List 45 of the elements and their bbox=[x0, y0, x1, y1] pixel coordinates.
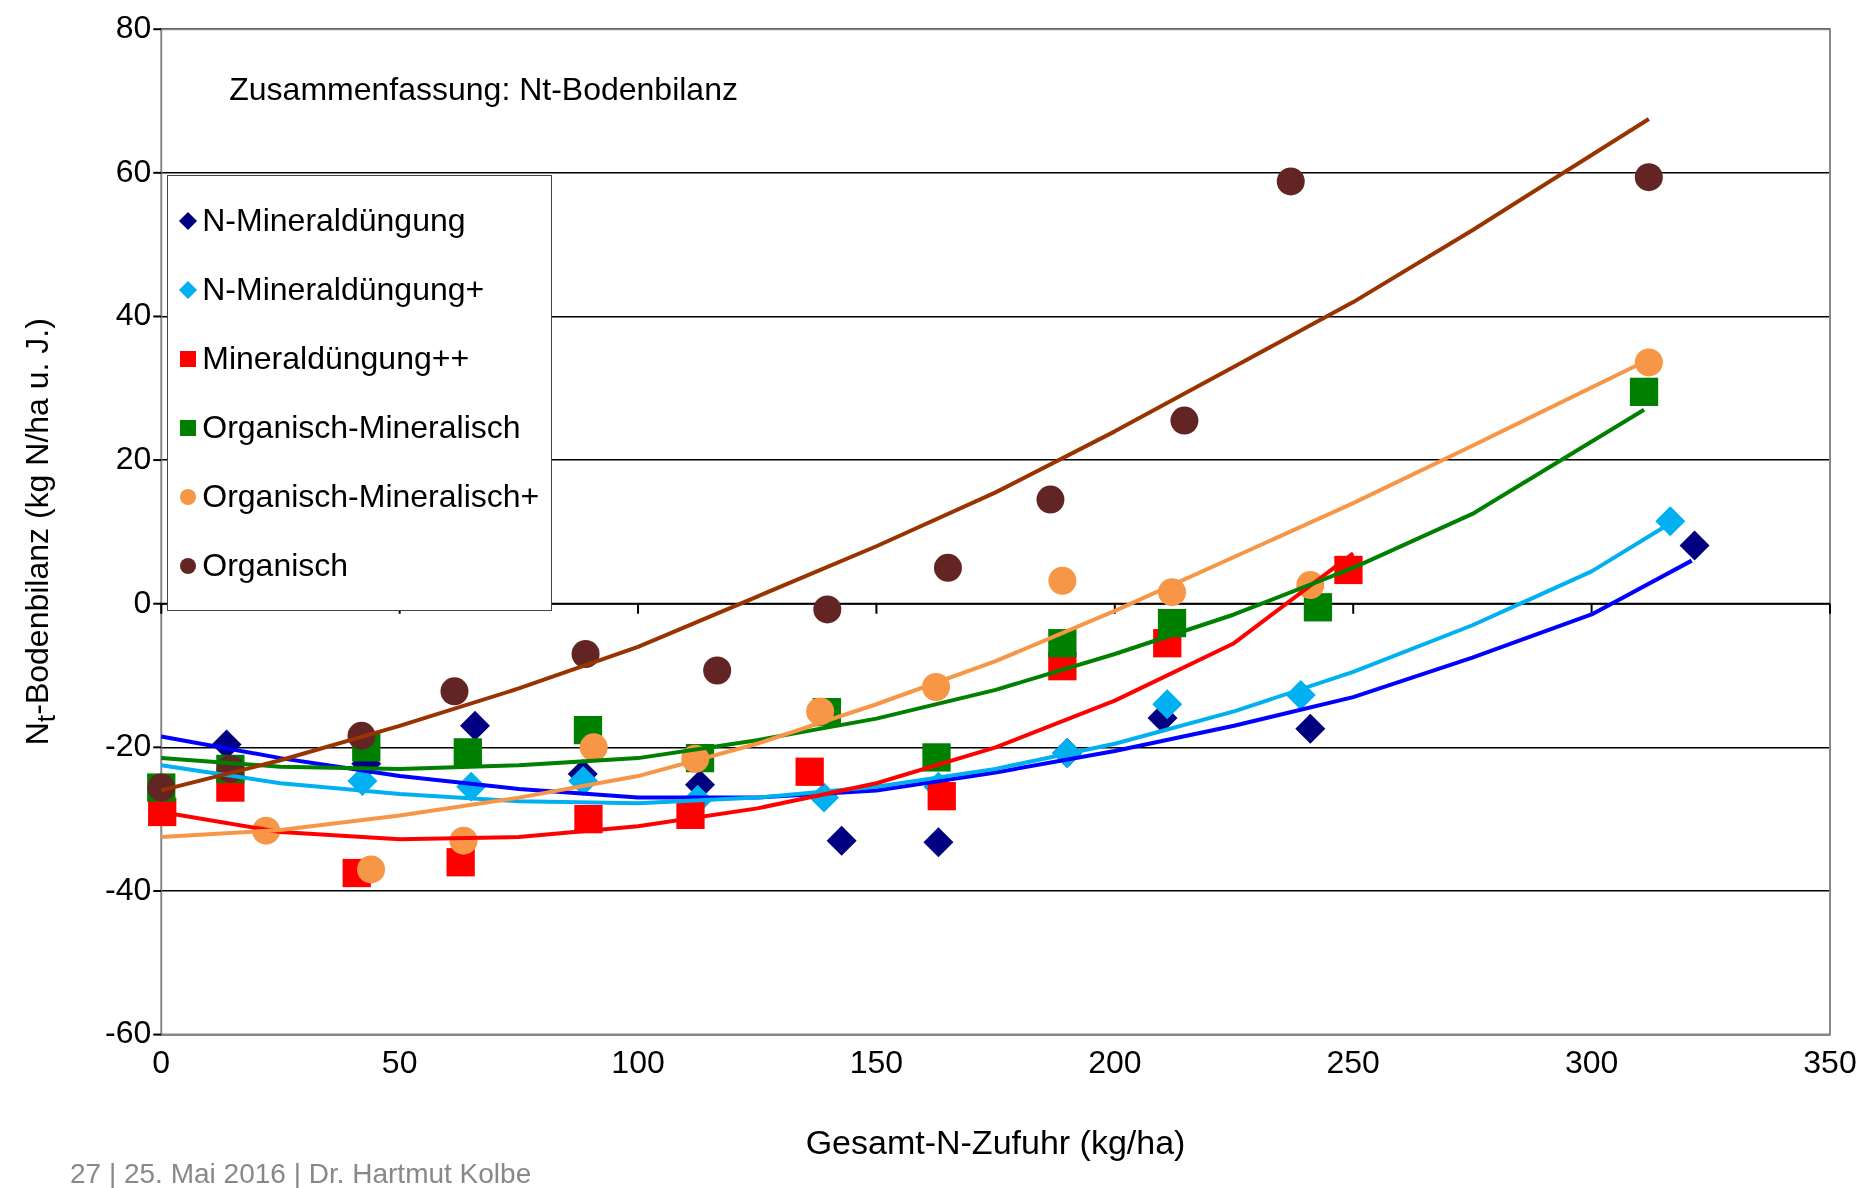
y-tick-label: 20 bbox=[115, 439, 152, 476]
point bbox=[1276, 167, 1305, 196]
legend-label: Mineraldüngung++ bbox=[202, 340, 470, 378]
point bbox=[1655, 506, 1686, 537]
x-tick-label: 50 bbox=[381, 1043, 418, 1080]
x-tick-label: 100 bbox=[611, 1043, 665, 1080]
y-tick-label: -60 bbox=[105, 1014, 152, 1051]
point bbox=[826, 825, 857, 856]
point bbox=[933, 553, 962, 582]
point bbox=[813, 595, 842, 624]
x-tick-label: 350 bbox=[1803, 1043, 1857, 1080]
legend-label: Organisch bbox=[202, 547, 349, 585]
point bbox=[795, 757, 824, 786]
point bbox=[1295, 713, 1326, 744]
legend-label: N-Mineraldüngung+ bbox=[202, 271, 485, 309]
point bbox=[453, 738, 482, 767]
point bbox=[440, 677, 469, 706]
point bbox=[1036, 485, 1065, 514]
legend-label: N-Mineraldüngung bbox=[202, 202, 466, 240]
y-tick-label: 80 bbox=[115, 9, 152, 46]
point bbox=[459, 710, 490, 741]
point bbox=[1634, 348, 1663, 377]
point bbox=[1048, 566, 1077, 595]
text: Zusammenfassung: Nt-Bodenbilanz bbox=[229, 71, 738, 108]
point bbox=[1170, 406, 1199, 435]
y-tick-label: -20 bbox=[105, 727, 152, 764]
x-tick-label: 250 bbox=[1326, 1043, 1380, 1080]
point bbox=[703, 656, 732, 685]
x-tick-label: 150 bbox=[849, 1043, 904, 1080]
x-tick-label: 300 bbox=[1564, 1043, 1619, 1080]
y-tick-label: 40 bbox=[115, 296, 152, 333]
point bbox=[357, 855, 386, 884]
point bbox=[923, 827, 954, 858]
legend-label: Organisch-Mineralisch bbox=[202, 409, 521, 447]
y-tick-label: -40 bbox=[105, 870, 152, 907]
point bbox=[1634, 163, 1663, 192]
point bbox=[1679, 530, 1710, 561]
y-tick-label: 0 bbox=[133, 583, 152, 620]
point bbox=[1629, 377, 1659, 406]
x-tick-label: 200 bbox=[1088, 1043, 1142, 1080]
point bbox=[1152, 689, 1183, 720]
legend-label: Organisch-Mineralisch+ bbox=[202, 478, 540, 516]
point bbox=[579, 733, 608, 762]
x-axis-title: Gesamt-N-Zufuhr (kg/ha) bbox=[805, 1122, 1186, 1162]
y-tick-label: 60 bbox=[115, 152, 152, 189]
